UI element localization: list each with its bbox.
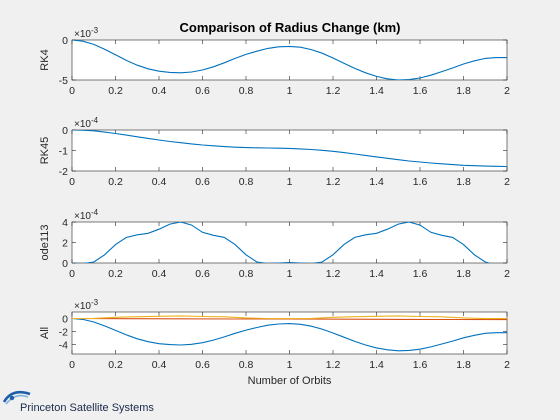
x-tick-label: 0.2 [108, 268, 123, 280]
y-tick-label: -5 [59, 75, 68, 87]
logo-text: Princeton Satellite Systems [20, 402, 154, 414]
x-tick-label: 0.6 [195, 176, 210, 188]
x-tick-label: 1.4 [369, 268, 384, 280]
x-tick-label: 1.6 [413, 176, 428, 188]
y-axis-label: RK4 [39, 49, 51, 70]
x-tick-label: 1 [287, 176, 293, 188]
x-tick-label: 0.6 [195, 359, 210, 371]
x-tick-label: 1.8 [456, 176, 471, 188]
x-tick-label: 0.4 [152, 268, 167, 280]
x-tick-label: 0.2 [108, 359, 123, 371]
y-tick-label: 0 [62, 35, 68, 47]
x-tick-label: 1.4 [369, 359, 384, 371]
x-tick-label: 1 [287, 359, 293, 371]
x-tick-label: 1.8 [456, 85, 471, 97]
x-tick-label: 0.6 [195, 268, 210, 280]
x-tick-label: 2 [504, 85, 510, 97]
series-line-1 [72, 40, 507, 80]
y-axis-label: RK45 [39, 137, 51, 165]
logo: Princeton Satellite Systems [2, 390, 154, 414]
x-tick-label: 1.4 [369, 85, 384, 97]
y-exponent-power: -4 [91, 116, 99, 125]
x-tick-label: 1.8 [456, 268, 471, 280]
x-tick-label: 2 [504, 176, 510, 188]
x-tick-label: 0 [69, 176, 75, 188]
y-exponent-power: -4 [91, 208, 99, 217]
x-tick-label: 0 [69, 85, 75, 97]
x-tick-label: 0.4 [152, 176, 167, 188]
y-tick-label: 0 [62, 125, 68, 137]
x-tick-label: 0 [69, 268, 75, 280]
orbit-swoosh-icon [2, 390, 31, 405]
y-axis-label: ode113 [39, 225, 51, 261]
y-exponent-power: -3 [91, 298, 99, 307]
figure-title: Comparison of Radius Change (km) [179, 20, 400, 35]
x-tick-label: 2 [504, 268, 510, 280]
x-tick-label: 0.2 [108, 176, 123, 188]
x-tick-label: 1.2 [326, 176, 341, 188]
x-tick-label: 1.4 [369, 176, 384, 188]
axes-box [71, 221, 508, 264]
series-line-1 [72, 130, 507, 168]
y-exponent-power: -3 [91, 26, 99, 35]
x-tick-label: 1.8 [456, 359, 471, 371]
y-tick-label: -4 [59, 339, 68, 351]
x-tick-label: 1.2 [326, 268, 341, 280]
x-tick-label: 1.6 [413, 268, 428, 280]
y-tick-label: -2 [59, 166, 68, 178]
x-tick-label: 0.4 [152, 85, 167, 97]
subplot-4: 0 0.2 0.4 0.6 0.8 1 1.2 1.4 1.6 1.8 2-4-20×10-3All… [39, 298, 510, 387]
axes-box [71, 129, 508, 172]
x-tick-label: 1 [287, 268, 293, 280]
series-line-1 [72, 317, 507, 352]
x-tick-label: 0.4 [152, 359, 167, 371]
x-tick-label: 0.8 [239, 176, 254, 188]
series-line-1 [72, 222, 491, 263]
x-tick-label: 0.2 [108, 85, 123, 97]
x-axis-label: Number of Orbits [248, 375, 332, 387]
subplot-2: 0 0.2 0.4 0.6 0.8 1 1.2 1.4 1.6 1.8 2-2-10×10-4RK4… [39, 116, 510, 188]
y-tick-label: 0 [62, 313, 68, 325]
y-tick-label: -2 [59, 326, 68, 338]
x-tick-label: 1.2 [326, 359, 341, 371]
subplot-3: 0 0.2 0.4 0.6 0.8 1 1.2 1.4 1.6 1.8 2024×10-4ode11… [39, 208, 510, 280]
x-tick-label: 0.6 [195, 85, 210, 97]
x-tick-label: 0.8 [239, 359, 254, 371]
x-tick-label: 0.8 [239, 85, 254, 97]
x-tick-label: 0.8 [239, 268, 254, 280]
y-tick-label: -1 [59, 146, 68, 158]
x-tick-label: 1.2 [326, 85, 341, 97]
x-tick-label: 1.6 [413, 359, 428, 371]
series-line-3 [72, 315, 507, 320]
y-tick-label: 4 [62, 217, 68, 229]
x-tick-label: 1 [287, 85, 293, 97]
x-tick-label: 1.6 [413, 85, 428, 97]
x-tick-label: 2 [504, 359, 510, 371]
y-tick-label: 2 [62, 238, 68, 250]
y-tick-label: 0 [62, 258, 68, 270]
y-axis-label: All [39, 327, 51, 339]
x-tick-label: 0 [69, 359, 75, 371]
